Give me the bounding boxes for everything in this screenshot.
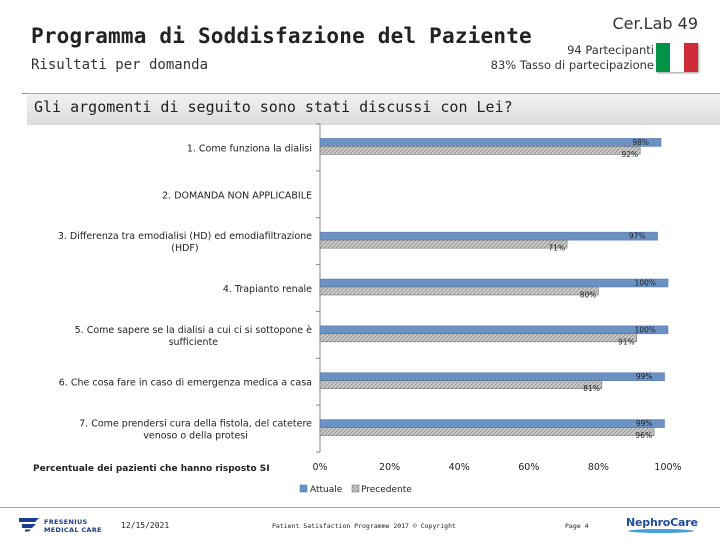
page-subtitle: Risultati per domanda (31, 57, 209, 73)
flag-stripe-red (684, 43, 698, 72)
x-tick-label: 40% (449, 462, 470, 473)
bar-previous (319, 146, 641, 155)
bar-actual (319, 278, 669, 288)
fresenius-logo-line2: MEDICAL CARE (44, 526, 102, 534)
participation-rate: 83% Tasso di partecipazione (490, 58, 654, 72)
bar-previous (319, 427, 655, 436)
footer-divider (0, 507, 720, 508)
lab-name: Cer.Lab 49 (612, 14, 698, 33)
fresenius-logo-line1: FRESENIUS (44, 518, 88, 526)
bar-actual (319, 231, 658, 241)
footer-page-number: Page 4 (565, 522, 589, 530)
nephrocare-logo-text: NephroCare (626, 516, 698, 529)
bar-previous (319, 286, 599, 296)
question-text: Gli argomenti di seguito sono stati disc… (34, 98, 513, 116)
x-tick-label: 80% (588, 462, 609, 473)
italy-flag-icon (656, 43, 698, 72)
category-label: venoso o della protesi (143, 431, 248, 442)
data-label-previous: 81% (583, 384, 600, 393)
category-label: 4. Trapianto renale (223, 284, 312, 295)
legend-swatch-actual (299, 484, 308, 493)
legend-swatch-previous (351, 484, 360, 493)
footer-copyright: Patient Satisfaction Programme 2017 © Co… (272, 522, 456, 530)
x-tick-label: 100% (654, 462, 681, 473)
data-label-previous: 80% (580, 291, 597, 300)
bar-chart: 1. Come funziona la dialisi 98% 92% 2. DOMA… (33, 123, 682, 495)
legend-label-previous: Precedente (361, 485, 412, 495)
data-label-previous: 91% (618, 337, 635, 346)
category-label: 6. Che cosa fare in caso di emergenza me… (59, 378, 312, 389)
x-tick-label: 0% (312, 462, 327, 473)
nephrocare-logo: NephroCare (626, 515, 698, 535)
category-label: 3. Differenza tra emodialisi (HD) ed emo… (58, 231, 312, 242)
data-label-actual: 100% (635, 325, 656, 334)
category-label: sufficiente (169, 337, 219, 348)
bar-previous (319, 380, 603, 389)
nephrocare-swoosh-icon (628, 529, 694, 533)
flag-stripe-green (656, 43, 670, 72)
data-label-actual: 99% (636, 419, 653, 428)
category-label: 1. Come funziona la dialisi (187, 143, 312, 154)
bar-actual (319, 138, 662, 147)
flag-stripe-white (670, 43, 684, 72)
bar-actual (319, 325, 669, 335)
data-label-actual: 98% (632, 138, 649, 147)
page-title: Programma di Soddisfazione del Paziente (31, 24, 532, 48)
data-label-previous: 71% (548, 244, 565, 253)
legend-label-actual: Attuale (310, 485, 343, 495)
category-label: 5. Come sapere se la dialisi a cui ci si… (75, 325, 313, 336)
participants-count: 94 Partecipanti (567, 43, 654, 57)
question-banner: Gli argomenti di seguito sono stati disc… (27, 93, 720, 125)
fresenius-mark-icon (19, 518, 39, 532)
data-label-actual: 100% (635, 279, 656, 288)
x-tick-label: 60% (518, 462, 539, 473)
category-label: (HDF) (171, 243, 198, 254)
fresenius-logo: FRESENIUS MEDICAL CARE (18, 514, 108, 536)
x-tick-label: 20% (379, 462, 400, 473)
bar-actual (319, 419, 665, 428)
x-axis-title: Percentuale dei pazienti che hanno rispo… (33, 464, 270, 474)
data-label-actual: 97% (629, 232, 646, 241)
data-label-actual: 99% (636, 372, 653, 381)
data-label-previous: 96% (635, 431, 652, 440)
category-label: 2. DOMANDA NON APPLICABILE (162, 190, 312, 201)
bar-previous (319, 239, 568, 249)
footer-date: 12/15/2021 (121, 521, 170, 530)
data-label-previous: 92% (621, 150, 638, 159)
bar-previous (319, 333, 637, 343)
bar-actual (319, 372, 665, 381)
category-label: 7. Come prendersi cura della fistola, de… (79, 419, 312, 430)
